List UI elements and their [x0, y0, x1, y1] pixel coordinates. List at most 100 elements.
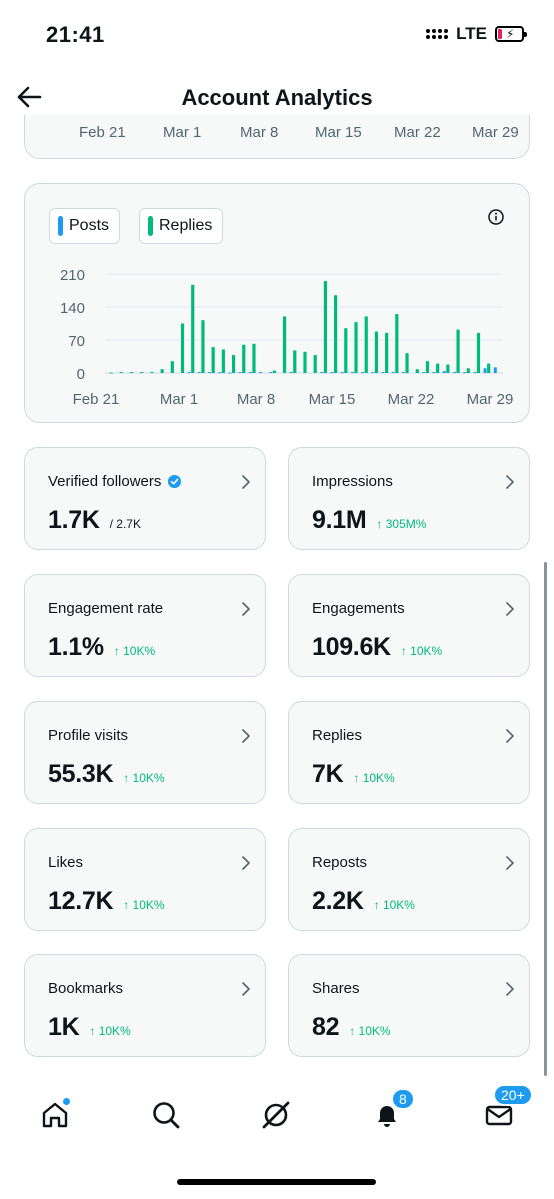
metric-card-replies[interactable]: Replies 7K ↑ 10K%: [288, 701, 530, 804]
metric-label: Likes: [48, 854, 84, 871]
chevron-right-icon: [506, 729, 514, 743]
bar-posts: [442, 371, 446, 373]
bar-posts: [208, 372, 212, 374]
metric-card-bookmarks[interactable]: Bookmarks 1K ↑ 10K%: [24, 954, 266, 1057]
metric-value: 1.1%: [48, 633, 104, 661]
metric-value: 9.1M: [312, 506, 367, 534]
bar-posts: [197, 372, 201, 374]
x-tick-label: Mar 15: [309, 391, 356, 408]
bar-replies: [191, 284, 195, 373]
bar-replies: [476, 332, 481, 373]
metric-value: 1.7K: [48, 506, 100, 534]
scrollbar[interactable]: [544, 562, 547, 1076]
metric-label: Replies: [312, 727, 363, 744]
bar-posts: [473, 372, 477, 374]
nav-home[interactable]: [37, 1097, 73, 1133]
bar-replies: [344, 328, 348, 373]
bar-replies: [282, 316, 287, 373]
chevron-right-icon: [506, 982, 514, 996]
bar-posts: [187, 372, 191, 374]
posts-swatch: [58, 216, 63, 236]
notifications-badge: 8: [391, 1088, 415, 1110]
metric-change: ↑ 305M%: [376, 517, 427, 531]
bar-posts: [248, 372, 252, 374]
arrow-left-icon: [17, 86, 42, 108]
metric-card-impressions[interactable]: Impressions 9.1M ↑ 305M%: [288, 447, 530, 550]
bar-replies: [119, 372, 123, 374]
y-tick-label: 210: [60, 267, 85, 284]
chevron-right-icon: [242, 475, 250, 489]
metric-card-reposts[interactable]: Reposts 2.2K ↑ 10K%: [288, 828, 530, 931]
replies-swatch: [148, 216, 153, 236]
bar-replies: [242, 344, 246, 373]
metric-value: 109.6K: [312, 633, 391, 661]
metric-card-engagement-rate[interactable]: Engagement rate 1.1% ↑ 10K%: [24, 574, 266, 677]
metric-value-row: 109.6K ↑ 10K%: [312, 633, 442, 662]
network-type: LTE: [456, 24, 487, 43]
metric-card-engagements[interactable]: Engagements 109.6K ↑ 10K%: [288, 574, 530, 677]
y-tick-label: 140: [60, 300, 85, 317]
y-tick-label: 0: [77, 366, 85, 383]
nav-messages[interactable]: 20+: [481, 1084, 533, 1133]
bar-posts: [422, 372, 426, 374]
previous-chart-card: Feb 21 Mar 1 Mar 8 Mar 15 Mar 22 Mar 29: [24, 115, 530, 159]
metric-value: 55.3K: [48, 760, 114, 788]
metric-label: Reposts: [312, 854, 368, 871]
metric-change: ↑ 10K%: [89, 1024, 131, 1038]
bar-replies: [456, 329, 460, 373]
bar-replies: [487, 363, 491, 373]
bar-posts: [350, 372, 354, 374]
nav-search[interactable]: [148, 1097, 184, 1133]
bar-posts: [259, 372, 263, 374]
bar-posts: [463, 372, 467, 374]
metric-value: 7K: [312, 760, 344, 788]
bar-posts: [269, 372, 273, 374]
metric-value: 2.2K: [312, 887, 364, 915]
metric-card-verified-followers[interactable]: Verified followers 1.7K / 2.7K: [24, 447, 266, 550]
chevron-right-icon: [242, 602, 250, 616]
metric-card-likes[interactable]: Likes 12.7K ↑ 10K%: [24, 828, 266, 931]
metric-card-shares[interactable]: Shares 82 ↑ 10K%: [288, 954, 530, 1057]
metric-label: Engagement rate: [48, 600, 164, 617]
bar-posts: [391, 372, 395, 374]
bar-replies: [272, 370, 276, 373]
metric-value-row: 9.1M ↑ 305M%: [312, 506, 426, 535]
chevron-right-icon: [242, 729, 250, 743]
metric-card-profile-visits[interactable]: Profile visits 55.3K ↑ 10K%: [24, 701, 266, 804]
back-button[interactable]: [12, 80, 46, 114]
metric-value-row: 82 ↑ 10K%: [312, 1013, 391, 1042]
chevron-right-icon: [242, 856, 250, 870]
legend-label: Replies: [159, 217, 213, 234]
x-tick-label: Mar 22: [388, 391, 435, 408]
bar-posts: [371, 372, 375, 374]
bottom-nav: 8 20+: [0, 1084, 554, 1155]
legend-posts[interactable]: Posts: [49, 208, 121, 244]
bar-replies: [303, 351, 307, 373]
home-unread-dot: [62, 1097, 71, 1106]
metric-value-row: 1.7K / 2.7K: [48, 506, 141, 535]
nav-grok[interactable]: [258, 1097, 294, 1133]
legend-replies[interactable]: Replies: [139, 208, 224, 244]
bell-icon: [378, 1106, 396, 1127]
bar-posts: [320, 372, 324, 374]
metric-change: ↑ 10K%: [123, 771, 165, 785]
info-icon[interactable]: [487, 208, 505, 226]
bar-posts: [381, 372, 385, 374]
bar-posts: [228, 372, 232, 374]
nav-notifications[interactable]: 8: [369, 1088, 415, 1133]
bar-posts: [432, 372, 436, 374]
metric-value-row: 55.3K ↑ 10K%: [48, 760, 165, 789]
bar-replies: [385, 332, 389, 373]
x-tick-label: Mar 29: [472, 124, 519, 141]
mail-icon: [485, 1105, 513, 1126]
bar-replies: [374, 331, 379, 373]
metric-change: ↑ 10K%: [373, 898, 415, 912]
status-icons: LTE ⚡: [426, 24, 527, 44]
metric-label: Impressions: [312, 473, 393, 490]
bar-replies: [405, 353, 409, 373]
bar-replies: [160, 369, 164, 373]
bar-replies: [201, 320, 205, 373]
bar-replies: [354, 322, 358, 373]
bar-posts: [340, 372, 344, 374]
battery-icon: ⚡: [495, 26, 527, 42]
